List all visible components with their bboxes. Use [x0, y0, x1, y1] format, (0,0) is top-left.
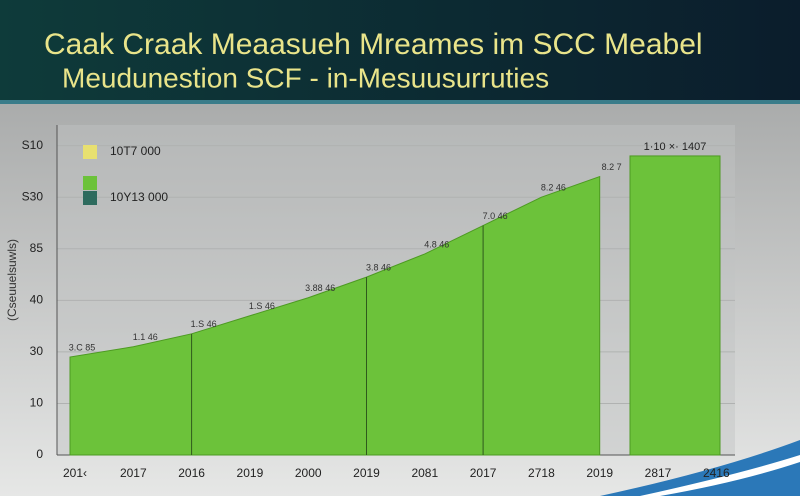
legend-swatch: [83, 145, 97, 159]
chart-subtitle: Meudunestion SCF - in-Mesuusurruties: [62, 62, 549, 93]
point-note: 1.S 46: [191, 319, 217, 329]
x-tick-label: 2019: [586, 466, 613, 480]
legend-label: 10Y13 000: [110, 190, 168, 204]
point-note: 8.2 7: [602, 162, 622, 172]
point-note: 1.1 46: [133, 332, 158, 342]
x-tick-label: 2017: [470, 466, 497, 480]
y-axis-label: (Cseuuelsuwls): [5, 239, 19, 321]
point-note: 7.0 46: [483, 211, 508, 221]
y-tick-label: 40: [30, 292, 44, 306]
x-tick-label: 201‹: [63, 466, 87, 480]
legend-swatch: [83, 176, 97, 190]
point-note: 1.S 46: [249, 301, 275, 311]
bar: [629, 155, 721, 456]
y-tick-label: 10: [30, 396, 44, 410]
header-rule: [0, 100, 800, 104]
x-tick-label: 2019: [237, 466, 264, 480]
x-tick-label: 2416: [703, 466, 730, 480]
x-tick-label: 2017: [120, 466, 147, 480]
point-note: 8.2 46: [541, 183, 566, 193]
y-tick-label: 85: [30, 241, 44, 255]
x-tick-label: 2016: [178, 466, 205, 480]
x-tick-label: 2081: [411, 466, 438, 480]
point-note: 3.88 46: [305, 283, 335, 293]
legend-swatch: [83, 191, 97, 205]
header: [0, 0, 800, 104]
point-note: 3.C 85: [69, 342, 96, 352]
y-tick-label: S10: [22, 138, 44, 152]
y-tick-label: S30: [22, 189, 44, 203]
legend-label: 10T7 000: [110, 144, 161, 158]
x-tick-label: 2817: [645, 466, 672, 480]
y-tick-label: 0: [36, 447, 43, 461]
chart-title: Caak Craak Meaasueh Mreames im SCC Meabe…: [44, 28, 703, 61]
swoosh: [600, 440, 800, 496]
point-note: 4.8 46: [424, 239, 449, 249]
x-tick-label: 2718: [528, 466, 555, 480]
area: [69, 175, 601, 456]
x-tick-label: 2000: [295, 466, 322, 480]
bar-label: 1·10 ×· 1407: [644, 141, 707, 153]
point-note: 3.8 46: [366, 262, 391, 272]
y-tick-label: 30: [30, 344, 44, 358]
x-tick-label: 2019: [353, 466, 380, 480]
